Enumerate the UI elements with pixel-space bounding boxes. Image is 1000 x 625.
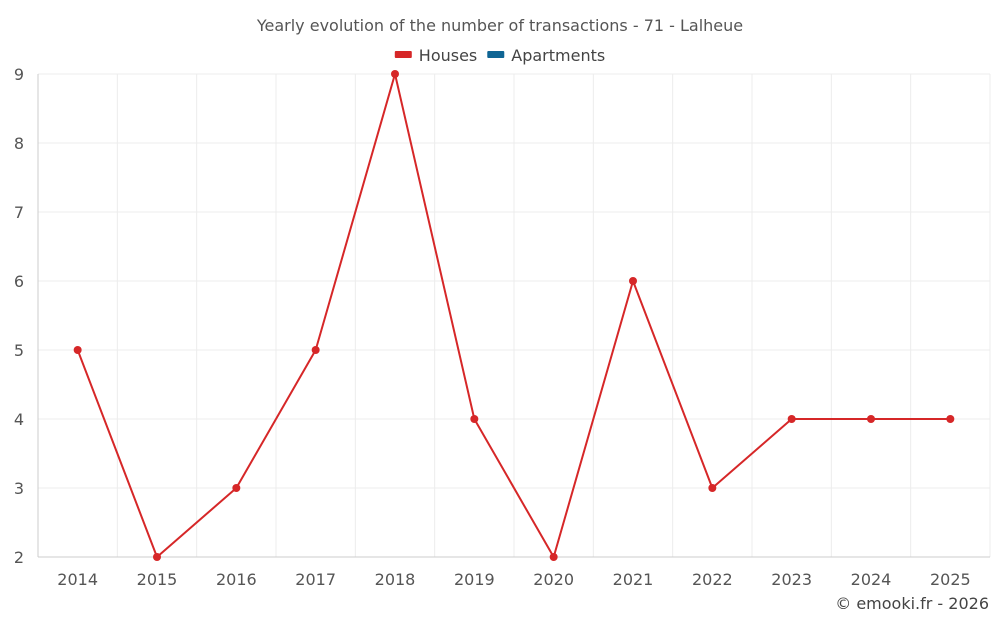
x-tick-label: 2018	[375, 570, 416, 589]
legend-swatch	[487, 51, 505, 58]
x-tick-label: 2019	[454, 570, 495, 589]
chart-title: Yearly evolution of the number of transa…	[256, 16, 743, 35]
grid	[37, 73, 991, 558]
data-point[interactable]	[867, 415, 875, 423]
y-tick-label: 7	[14, 203, 24, 222]
data-point[interactable]	[549, 553, 558, 561]
data-point[interactable]	[946, 415, 955, 423]
x-tick-label: 2024	[851, 570, 892, 589]
legend-label: Houses	[419, 46, 477, 65]
legend-label: Apartments	[511, 46, 605, 65]
x-tick-label: 2022	[692, 570, 733, 589]
data-point[interactable]	[629, 277, 637, 285]
axes: 2 3 4 5 6 7 8 9 2014 2015 2016 2017 2018 2019 2020 2021…	[14, 65, 990, 589]
data-point[interactable]	[470, 415, 479, 423]
legend-swatch	[394, 51, 412, 58]
data-point[interactable]	[708, 484, 717, 492]
y-tick-label: 6	[14, 272, 24, 291]
x-tick-label: 2021	[613, 570, 654, 589]
legend-item-apartments[interactable]: Apartments	[487, 46, 605, 65]
credit-text: © emooki.fr - 2026	[835, 594, 989, 613]
data-point[interactable]	[311, 346, 320, 354]
x-tick-label: 2014	[57, 570, 98, 589]
y-tick-label: 4	[14, 410, 24, 429]
x-tick-label: 2023	[771, 570, 812, 589]
data-point[interactable]	[153, 553, 161, 561]
series-layer	[73, 70, 955, 561]
x-tick-label: 2015	[137, 570, 178, 589]
x-tick-label: 2020	[533, 570, 574, 589]
series-line-houses	[76, 73, 951, 558]
y-tick-label: 2	[14, 548, 24, 567]
legend: Houses Apartments	[394, 46, 605, 65]
y-tick-label: 5	[14, 341, 24, 360]
x-tick-label: 2025	[930, 570, 971, 589]
y-tick-label: 8	[14, 134, 24, 153]
x-tick-label: 2017	[295, 570, 336, 589]
y-tick-label: 3	[14, 479, 24, 498]
x-tick-label: 2016	[216, 570, 257, 589]
y-tick-label: 9	[14, 65, 24, 84]
data-point[interactable]	[787, 415, 796, 423]
legend-item-houses[interactable]: Houses	[394, 46, 477, 65]
data-point[interactable]	[232, 484, 241, 492]
data-point[interactable]	[391, 70, 399, 78]
data-point[interactable]	[73, 346, 82, 354]
